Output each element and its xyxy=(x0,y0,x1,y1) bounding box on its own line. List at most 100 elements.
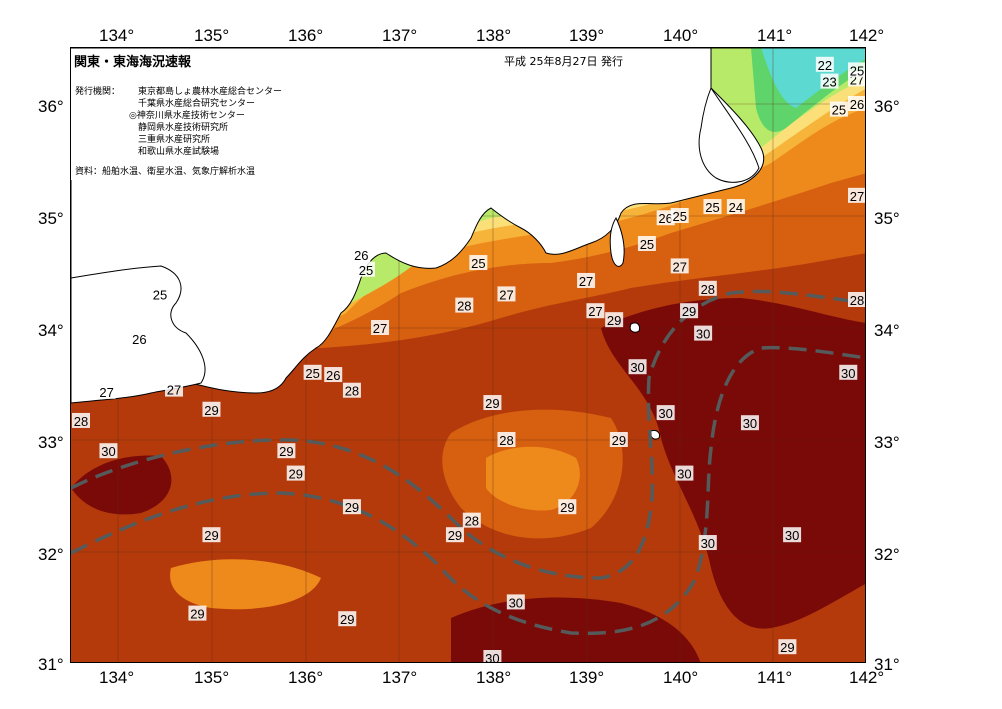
isotherm-label-bg xyxy=(694,325,713,341)
isotherm-label: 29 xyxy=(448,528,462,543)
issuer-4: 静岡県水産技術研究所 xyxy=(138,123,229,133)
isotherm-label: 30 xyxy=(701,536,715,551)
isotherm-label: 30 xyxy=(677,467,691,482)
lon-label-136: 136° xyxy=(288,26,324,45)
issuer-1: 東京都島しょ農林水産総合センター xyxy=(138,87,283,97)
isotherm-label: 30 xyxy=(485,651,499,663)
isotherm-label: 25 xyxy=(305,366,319,381)
lat-label-33-right: 33° xyxy=(874,433,900,452)
isotherm-label: 27 xyxy=(588,304,602,319)
isotherm-label: 25 xyxy=(850,63,864,78)
isotherm-label: 27 xyxy=(672,259,686,274)
isotherm-label-bg xyxy=(483,395,502,411)
isotherm-label: 29 xyxy=(780,640,794,655)
sea-zone-27-southwest xyxy=(170,559,321,610)
isotherm-label: 30 xyxy=(630,360,644,375)
lat-label-35: 35° xyxy=(38,209,64,228)
isotherm-label: 30 xyxy=(696,327,710,342)
lon-label-135-bottom: 135° xyxy=(194,668,230,687)
isotherm-label: 25 xyxy=(640,237,654,252)
isotherm-label: 27 xyxy=(373,321,387,336)
isotherm-label: 30 xyxy=(658,406,672,421)
issuer-6: 和歌山県水産試験場 xyxy=(138,147,220,157)
isotherm-label-bg xyxy=(656,210,675,226)
isotherm-label-bg xyxy=(462,512,481,528)
isotherm-label-bg xyxy=(839,364,858,380)
isotherm-label-bg xyxy=(848,292,865,307)
isotherm-label: 29 xyxy=(289,467,303,482)
lat-label-36: 36° xyxy=(38,97,64,116)
isotherm-label: 29 xyxy=(279,444,293,459)
lon-label-138-bottom: 138° xyxy=(476,668,512,687)
isotherm-label: 26 xyxy=(658,211,672,226)
isotherm-label-bg xyxy=(726,199,745,215)
isotherm-label: 25 xyxy=(705,200,719,215)
isotherm-label-bg xyxy=(352,247,371,263)
isotherm-label-bg xyxy=(99,443,118,459)
map-title: 関東・東海海況速報 xyxy=(74,55,192,70)
isotherm-label-bg xyxy=(558,499,577,515)
lat-label-34: 34° xyxy=(38,321,64,340)
lon-label-136-bottom: 136° xyxy=(288,668,324,687)
isotherm-label: 27 xyxy=(99,385,113,400)
isotherm-label-bg xyxy=(783,527,802,543)
kuroshio-path-south xyxy=(71,345,865,636)
isotherm-label: 29 xyxy=(204,528,218,543)
lat-label-31: 31° xyxy=(38,655,64,674)
lat-label-33: 33° xyxy=(38,433,64,452)
isotherm-label-bg xyxy=(506,594,525,610)
isotherm-label-bg xyxy=(670,258,689,274)
isotherm-label: 25 xyxy=(359,263,373,278)
isotherm-label: 25 xyxy=(471,256,485,271)
lat-label-31-right: 31° xyxy=(874,655,900,674)
isotherm-label-bg xyxy=(483,650,502,662)
lat-label-32-right: 32° xyxy=(874,545,900,564)
issuer-3: ◎神奈川県水産技術センター xyxy=(129,111,245,121)
isotherm-label-bg xyxy=(848,96,865,111)
lat-label-34-right: 34° xyxy=(874,321,900,340)
isotherm-label: 22 xyxy=(818,58,832,73)
issue-date: 平成 25年8月27日 発行 xyxy=(504,55,623,68)
data-sources: 資料：船舶水温、衛星水温、気象庁解析水温 xyxy=(75,167,256,177)
lon-label-140-bottom: 140° xyxy=(663,668,699,687)
sea-zone-22 xyxy=(761,48,865,108)
sea-zone-30-south xyxy=(451,597,701,662)
lon-label-134-bottom: 134° xyxy=(99,668,135,687)
isotherm-label-bg xyxy=(455,297,474,313)
isotherm-label-bg xyxy=(342,382,361,398)
isotherm-label: 28 xyxy=(465,514,479,529)
isotherm-label-bg xyxy=(342,499,361,515)
sea-zone-30-east xyxy=(601,298,865,629)
isotherm-label-bg xyxy=(628,359,647,375)
isotherm-label: 27 xyxy=(499,287,513,302)
isotherm-label: 30 xyxy=(841,366,855,381)
isotherm-label-bg xyxy=(188,605,207,621)
issuer-2: 千葉県水産総合研究センター xyxy=(138,99,256,109)
isotherm-label-bg xyxy=(202,401,221,417)
island-hachijo xyxy=(650,430,660,440)
isotherm-label-bg xyxy=(698,535,717,551)
issuers-label: 発行機関： xyxy=(75,87,121,97)
isotherm-label-bg xyxy=(371,320,390,335)
sea-zone-27-central xyxy=(486,446,580,511)
isotherm-label: 25 xyxy=(153,287,167,302)
isotherm-label: 26 xyxy=(850,97,864,112)
isotherm-label: 23 xyxy=(822,75,836,90)
isotherm-label: 29 xyxy=(682,304,696,319)
isotherm-label: 28 xyxy=(850,293,864,308)
lon-label-134: 134° xyxy=(99,26,135,45)
isotherm-label-bg xyxy=(820,73,839,89)
lon-label-140: 140° xyxy=(663,26,699,45)
isotherm-label-bg xyxy=(680,303,699,319)
isotherm-label: 28 xyxy=(457,299,471,314)
isotherm-label-bg xyxy=(848,62,865,78)
isotherm-label-bg xyxy=(303,364,322,380)
isotherm-label: 30 xyxy=(101,444,115,459)
land-boso-peninsula xyxy=(698,86,760,183)
isotherm-label: 30 xyxy=(743,416,757,431)
isotherm-label: 27 xyxy=(579,274,593,289)
island-oshima xyxy=(629,322,640,333)
isotherm-label-bg xyxy=(586,303,605,319)
isotherm-label: 28 xyxy=(701,282,715,297)
